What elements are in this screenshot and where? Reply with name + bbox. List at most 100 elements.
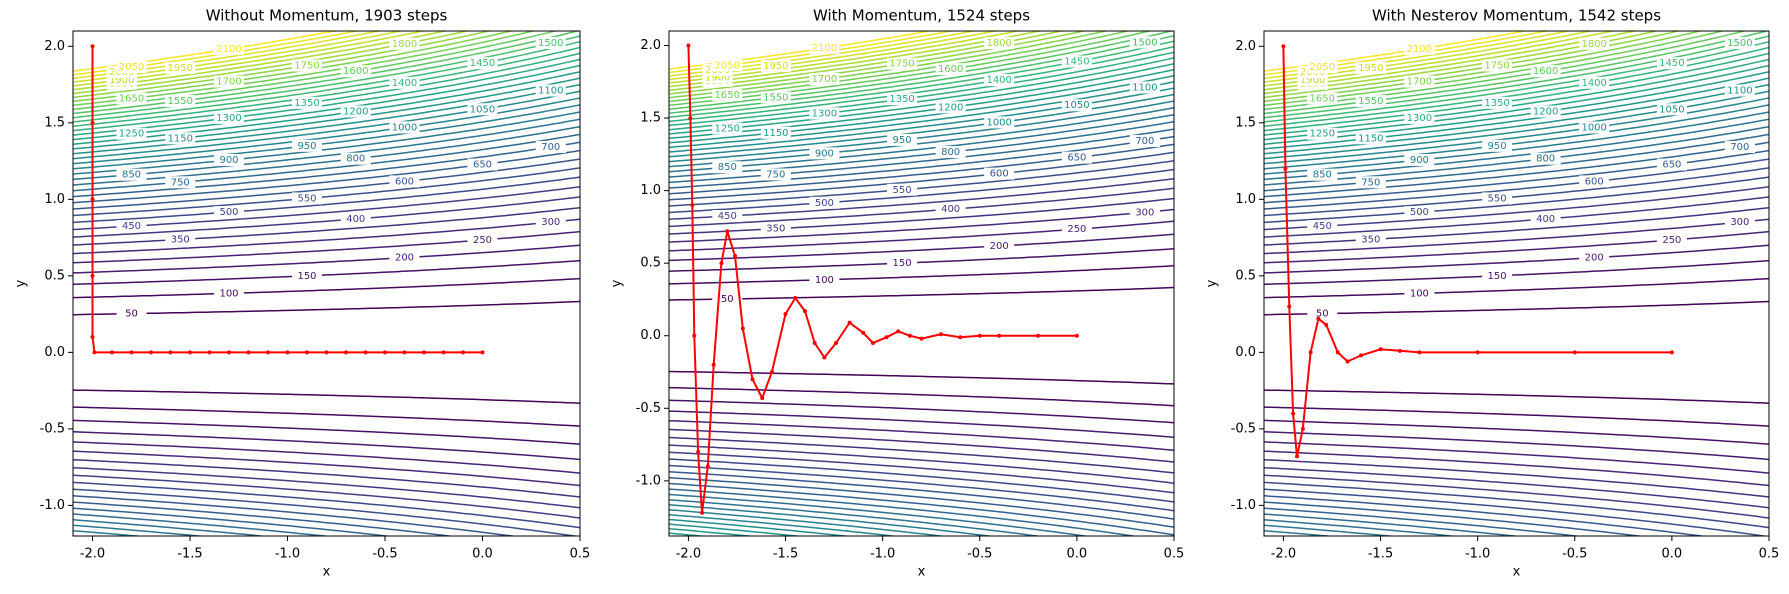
contour-label-bg [389,251,420,264]
contour-line [73,474,580,519]
contour-label: 2050 [119,62,144,73]
contour-line [1264,519,1460,536]
contour-line [669,436,1174,474]
contour-label: 900 [219,155,238,166]
y-tick-label: -0.5 [636,401,661,416]
contour-line [669,399,1174,424]
contour-label-bg [1656,57,1687,70]
contour-label-bg [1129,81,1160,94]
contour-line [1264,513,1521,536]
contour-line [669,187,1174,228]
contour-label: 700 [541,142,560,153]
contour-label-bg [535,84,566,97]
contour-label-bg [712,122,743,135]
contour-label-bg [1404,75,1435,88]
path-point [1417,350,1422,355]
contour-line [1264,458,1769,498]
contour-label-bg [984,167,1015,180]
contour-line [669,476,1174,528]
contour-label-bg [1579,121,1610,134]
contour-label: 750 [171,177,190,188]
contour-label: 750 [1361,177,1380,188]
contour-label-bg [467,57,498,70]
subplot: Without Momentum, 1903 steps x y 50 100 150 20… [14,7,591,580]
path-point [1397,348,1402,353]
contour-label-bg [1482,192,1513,205]
contour-line [669,458,1174,503]
contour-line [73,535,83,536]
y-tick-label: 0.5 [1235,268,1256,283]
contour-label-bg [165,132,196,145]
contour-label-bg [214,111,244,124]
contour-line [669,233,1174,262]
contour-labels: 50 100 150 200 250 300 350 400 450 500 550 600 650 70… [702,36,1160,306]
contour-label-bg [1129,206,1160,219]
contour-line [1264,431,1769,461]
contour-label: 150 [1488,271,1507,282]
contour-line [1264,196,1769,238]
x-tick-label: -1.0 [870,547,895,562]
path-point [285,350,290,355]
contour-label: 350 [1361,234,1380,245]
contour-label: 100 [219,288,238,299]
contour-label-bg [535,216,566,229]
contour-label: 550 [893,185,912,196]
path-point [834,340,839,345]
chart-title: Without Momentum, 1903 steps [206,7,448,25]
path-point [480,350,485,355]
contour-label: 500 [219,207,238,218]
contour-line [73,31,471,95]
contour-label-bg [1579,175,1610,188]
contour-line [1264,71,1769,145]
contour-line [73,35,580,119]
contour-line [73,450,580,487]
path-point [725,229,730,234]
contour-line [1264,218,1769,255]
contour-label: 650 [1067,153,1086,164]
x-tick-label: -1.0 [1465,547,1490,562]
contour-label: 1800 [1581,39,1606,50]
contour-line [669,386,1174,407]
contour-label: 100 [1410,288,1429,299]
contour-line [73,141,580,198]
contour-label: 450 [122,221,141,232]
path-point [149,350,153,355]
contour-line [669,31,1000,81]
contour-line [73,77,580,150]
contour-label: 650 [1662,160,1681,171]
contour-line [669,135,1174,189]
contour-line [1264,441,1769,474]
path-point [812,340,817,345]
contour-label-bg [809,196,840,209]
contour-label-bg [467,103,498,116]
y-tick-label: 2.0 [44,39,65,54]
contour-label: 1450 [1659,58,1684,69]
contour-label: 550 [297,193,316,204]
y-axis-label: y [14,279,29,287]
contour-label-bg [1307,127,1338,140]
contour-label: 500 [1410,207,1429,218]
contour-line [669,31,934,70]
contour-line [73,406,580,427]
contour-label: 1500 [1132,37,1157,48]
path-point [733,253,738,258]
contour-line [669,509,948,536]
x-tick-label: -0.5 [1562,547,1587,562]
contour-label: 450 [1313,221,1332,232]
contour-label-bg [935,63,966,76]
contour-label-bg [292,96,322,109]
chart-title: With Momentum, 1524 steps [813,7,1030,25]
contour-line [669,482,1174,536]
path-point [884,335,889,340]
contour-label: 1350 [1484,98,1509,109]
x-tick-label: 0.0 [1067,547,1088,562]
path-point [1572,350,1577,355]
contour-line [669,62,1174,135]
path-point [919,336,924,341]
contour-label-bg [214,206,244,219]
x-tick-label: 0.5 [570,547,591,562]
contour-label-bg [1061,55,1092,68]
contour-line [1264,141,1769,198]
x-axis-label: x [918,565,926,580]
contour-label: 1150 [1358,133,1383,144]
